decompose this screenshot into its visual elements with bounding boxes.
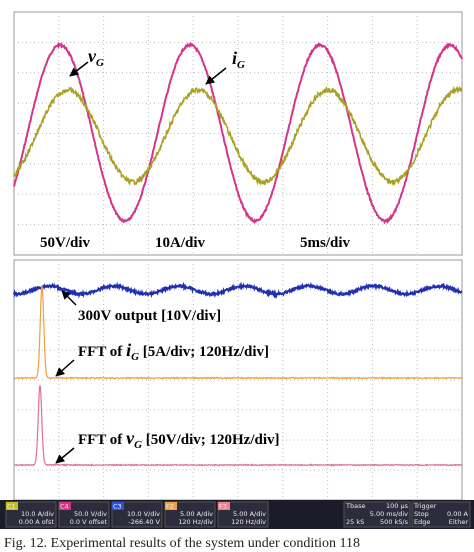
timebase-box xyxy=(343,501,411,528)
channel-tag-bg xyxy=(112,502,124,510)
scale-label: 50V/div xyxy=(40,235,91,251)
timebase-text: 25 kS xyxy=(346,518,364,526)
waveforms xyxy=(13,41,463,467)
channel-setting: 10.0 A/div xyxy=(21,510,54,518)
scale-label: 5ms/div xyxy=(300,235,351,251)
channel-setting: 120 Hz/div xyxy=(178,518,213,526)
channel-tag: C3 xyxy=(113,503,122,511)
channel-setting: 0.0 V offset xyxy=(70,518,108,526)
channel-setting: 10.0 V/div xyxy=(127,510,160,518)
wave-output xyxy=(13,281,463,299)
trigger-box xyxy=(411,501,471,528)
channel-tag-bg xyxy=(6,502,18,510)
channel-tag: F2 xyxy=(166,503,174,511)
scale-label: 10A/div xyxy=(155,235,206,251)
channel-setting: 5.00 A/div xyxy=(180,510,213,518)
wave-v xyxy=(13,41,463,225)
channel-setting: 5.00 A/div xyxy=(233,510,266,518)
arrow xyxy=(55,447,75,464)
arrow xyxy=(205,67,227,85)
timebase-text: Tbase xyxy=(345,502,365,510)
output-label: 300V output [10V/div] xyxy=(78,308,221,324)
channel-tag: C1 xyxy=(7,503,16,511)
arrow xyxy=(55,359,75,377)
channel-tag: F3 xyxy=(219,503,227,511)
trigger-text: Trigger xyxy=(413,502,437,510)
arrow xyxy=(69,61,89,77)
channel-setting: 0.00 A ofst xyxy=(19,518,55,526)
fft-v xyxy=(13,385,463,467)
channel-setting: 120 Hz/div xyxy=(231,518,266,526)
fft-i-label: FFT of iG [5A/div; 120Hz/div] xyxy=(78,340,269,363)
channel-setting: -266.40 V xyxy=(128,518,160,526)
trigger-text: Either xyxy=(449,518,469,526)
caption: Fig. 12. Experimental results of the sys… xyxy=(4,536,360,551)
v-label: vG xyxy=(88,46,104,69)
timebase-text: 5.00 ms/div xyxy=(370,510,408,518)
timebase-text: 100 µs xyxy=(386,502,409,510)
trigger-text: Edge xyxy=(414,518,430,526)
channel-tag-bg xyxy=(165,502,177,510)
channel-tag: C4 xyxy=(60,503,69,511)
fft-v-label: FFT of vG [50V/div; 120Hz/div] xyxy=(78,428,280,451)
channel-tag-bg xyxy=(218,502,230,510)
channel-tag-bg xyxy=(59,502,71,510)
fft-i xyxy=(14,285,463,380)
wave-i xyxy=(13,85,463,187)
trigger-text: Stop xyxy=(414,510,429,518)
i-label: iG xyxy=(232,48,245,71)
trigger-text: 0.00 A xyxy=(447,510,469,518)
timebase-text: 500 kS/s xyxy=(380,518,409,526)
arrow xyxy=(61,290,77,306)
channel-setting: 50.0 V/div xyxy=(74,510,107,518)
